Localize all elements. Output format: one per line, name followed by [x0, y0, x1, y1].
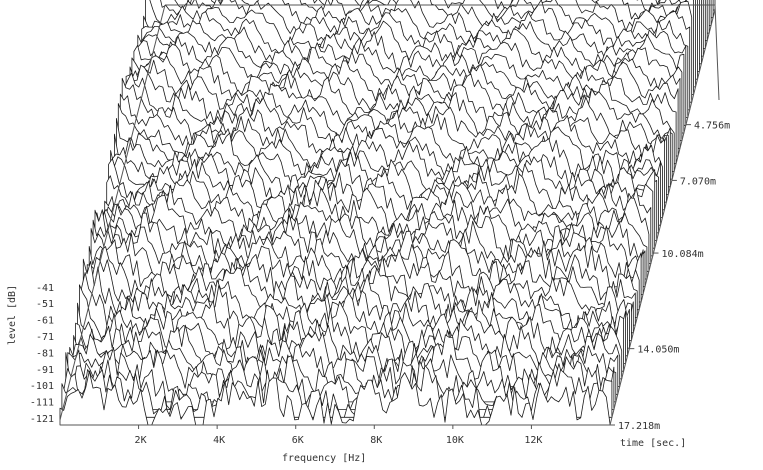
- y-tick-label: -111: [30, 398, 54, 409]
- z-tick-label: 17.218m: [618, 421, 660, 432]
- z-axis-title: time [sec.]: [620, 438, 686, 449]
- y-axis-title: level [dB]: [7, 285, 18, 345]
- x-tick-label: 10K: [446, 435, 464, 446]
- x-tick-label: 2K: [135, 435, 147, 446]
- y-tick-label: -101: [30, 381, 54, 392]
- y-tick-label: -41: [36, 283, 54, 294]
- y-tick-label: -91: [36, 365, 54, 376]
- z-tick-label: 10.084m: [662, 249, 704, 260]
- frame-layer: [59, 4, 720, 429]
- left-depth-edge: [59, 4, 166, 421]
- z-tick-label: 14.050m: [637, 345, 679, 356]
- z-tick-label: 7.070m: [680, 176, 716, 187]
- y-tick-label: -51: [36, 299, 54, 310]
- label-layer: frequency [Hz] time [sec.] level [dB] 2K…: [7, 121, 730, 464]
- trace-layer: [59, 0, 716, 426]
- back-right-edge: [714, 4, 720, 101]
- x-tick-label: 6K: [292, 435, 304, 446]
- x-axis-title: frequency [Hz]: [282, 453, 366, 464]
- time-axis-line: [609, 9, 716, 426]
- y-tick-label: -81: [36, 348, 54, 359]
- y-tick-label: -61: [36, 316, 54, 327]
- y-tick-label: -121: [30, 414, 54, 425]
- y-tick-label: -71: [36, 332, 54, 343]
- x-tick-label: 4K: [213, 435, 225, 446]
- z-tick-label: 4.756m: [694, 121, 730, 132]
- x-tick-label: 12K: [524, 435, 542, 446]
- x-tick-label: 8K: [370, 435, 382, 446]
